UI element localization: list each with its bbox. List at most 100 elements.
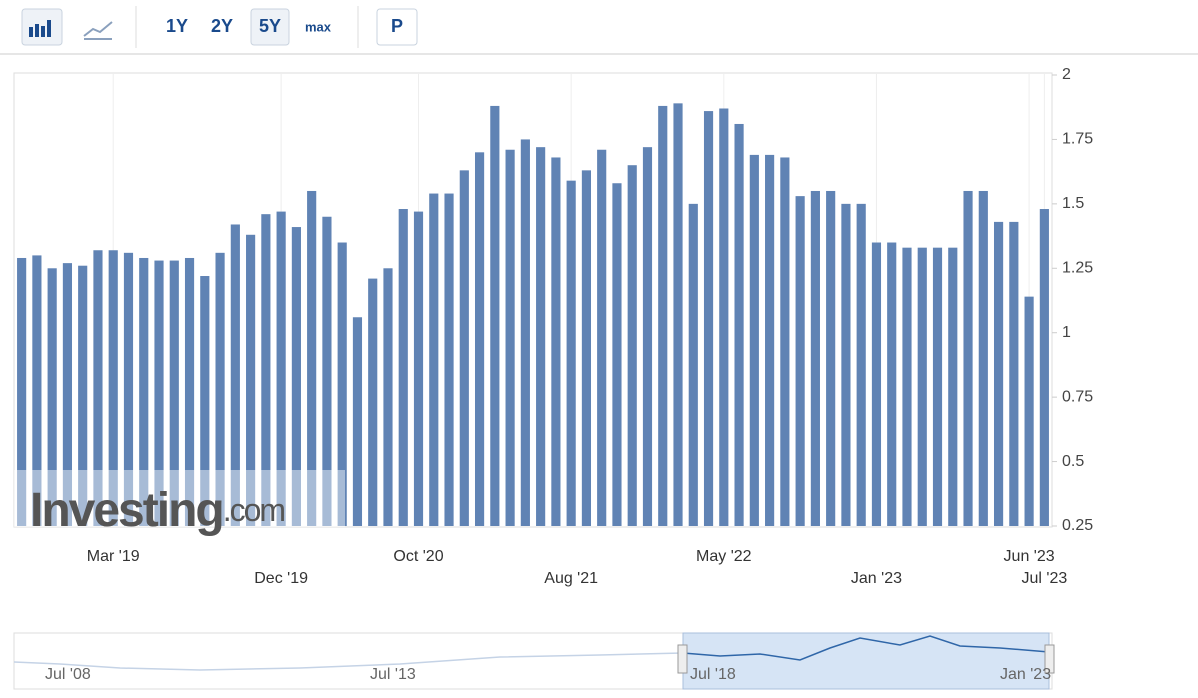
bar [734,123,744,527]
y-tick-label: 0.5 [1062,453,1084,470]
y-tick-label: 0.25 [1062,517,1093,534]
bar [261,214,271,526]
toolbar: 1Y 2Y 5Y max P [0,6,1198,55]
bar [62,263,73,526]
watermark-main: Investing [30,484,223,537]
bar [963,190,973,526]
y-tick-label: 1.25 [1062,260,1093,277]
bar [398,209,408,527]
bar [246,234,256,527]
bar [1009,221,1019,526]
navigator-label: Jul '08 [45,666,91,683]
bar [871,242,882,526]
bar [123,252,134,526]
x-tick-label: Dec '19 [254,570,308,587]
navigator: Jul '08 Jul '13 Jul '18 Jan '23 [13,632,1055,690]
x-tick-label: Oct '20 [393,548,443,565]
y-tick-label: 0.75 [1062,388,1093,405]
watermark-bg [14,470,345,527]
bar [184,257,195,526]
bar [291,227,301,526]
bar [230,224,240,526]
bar [627,165,637,526]
bar [17,257,27,526]
bar [932,247,943,526]
bar [719,108,729,526]
range-button[interactable]: 1Y [166,16,188,36]
bar [352,317,363,526]
x-tick-label: Jun '23 [1004,548,1055,565]
bar [780,157,790,526]
bar [673,103,683,526]
bar [810,190,820,526]
x-tick-label: Jan '23 [851,570,902,587]
bar [658,105,668,526]
bar [459,170,469,526]
bar [597,149,607,527]
bar [108,250,118,526]
y-tick-label: 1.5 [1062,195,1084,212]
bar [917,247,927,526]
bar [1024,296,1034,526]
bar [749,154,759,527]
bar [32,255,42,526]
bar [215,252,225,526]
bar [581,170,592,526]
bar [841,203,851,526]
bar [551,157,561,526]
x-tick-label: Aug '21 [544,570,598,587]
bar [612,183,622,527]
bar [383,268,393,526]
bar [765,154,775,527]
bar [505,149,515,527]
bar [795,196,805,526]
bar [948,247,958,526]
bar [1039,209,1049,527]
x-tick-label: Jul '23 [1021,570,1067,587]
bar [536,147,546,526]
bar [368,278,378,526]
bar [520,139,530,526]
navigator-label: Jan '23 [1000,666,1051,683]
range-button[interactable]: 2Y [211,16,233,36]
bar [200,276,210,526]
plot-frame [13,72,1053,528]
bar [444,193,454,526]
y-tick-label: 1 [1062,324,1071,341]
bar [139,257,149,526]
x-tick-label: May '22 [696,548,752,565]
watermark: Investing.com [30,484,284,537]
x-tick-label: Mar '19 [87,548,140,565]
bar [78,265,88,526]
navigator-label: Jul '13 [370,666,416,683]
bar [413,211,424,527]
bar [154,260,164,526]
watermark-suffix: .com [223,492,285,528]
bar [887,242,897,526]
navigator-label: Jul '18 [690,666,736,683]
bar [826,190,836,526]
bar [688,203,698,526]
range-button[interactable]: 5Y [259,16,281,36]
bar [566,180,576,527]
bar [993,221,1004,526]
bar [429,193,439,526]
bar [902,247,912,526]
range-button[interactable]: max [305,19,332,34]
bar [47,268,57,526]
bar [978,190,988,526]
bar [307,190,317,526]
bar [856,203,866,526]
bar [490,105,500,526]
bar [93,250,103,526]
bar [169,260,179,526]
bar [322,216,332,526]
bar [474,152,485,527]
y-tick-label: 2 [1062,66,1071,83]
bar [703,111,714,526]
line-chart-button[interactable] [78,9,118,45]
period-button[interactable]: P [391,16,403,36]
bar [642,147,653,526]
bar [276,211,286,527]
